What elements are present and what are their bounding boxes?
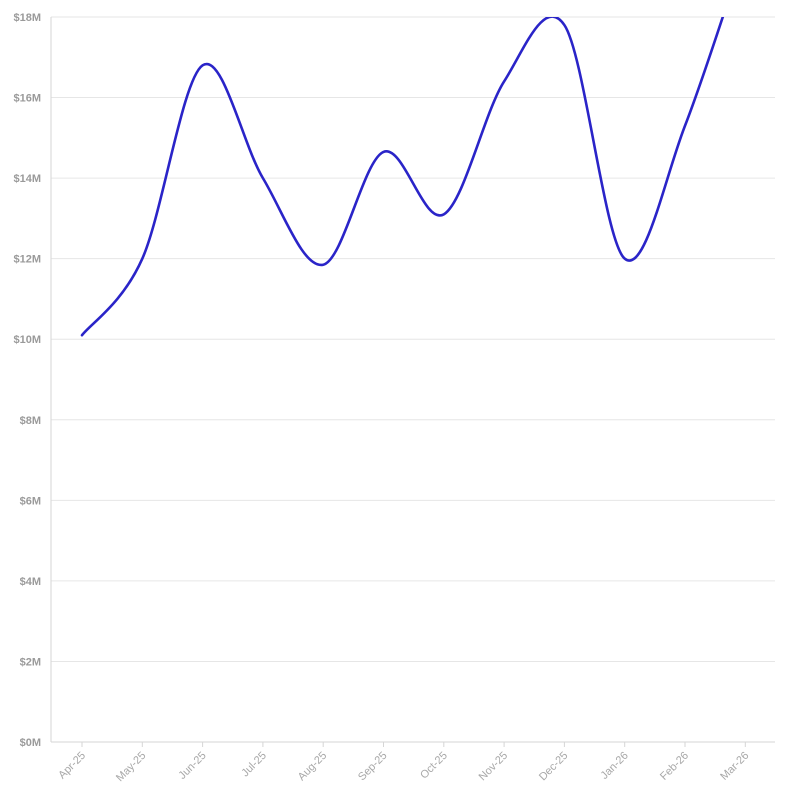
x-tick-label: Apr-25	[56, 750, 88, 782]
x-axis-tick-labels: Apr-25 May-25 Jun-25 Jul-25 Aug-25 Sep-25 Oct-…	[56, 742, 751, 784]
y-axis-tick-labels: $0M $2M $4M $6M $8M $10M $12M $14M $16M $18M	[13, 12, 41, 749]
x-tick-label: Sep-25	[356, 750, 390, 784]
x-tick-label: Feb-26	[658, 750, 691, 783]
x-tick-label: Oct-25	[418, 750, 450, 782]
series-line	[80, 17, 725, 337]
x-tick-label: Nov-25	[477, 750, 511, 784]
y-tick-label: $6M	[20, 495, 41, 507]
y-tick-label: $12M	[13, 254, 41, 266]
x-tick-label: Mar-26	[718, 750, 751, 783]
x-tick-label: Aug-25	[296, 750, 330, 784]
x-tick-label: Jun-25	[176, 750, 208, 782]
y-tick-label: $14M	[13, 173, 41, 185]
series-group	[80, 17, 725, 337]
x-tick-label: Dec-25	[537, 750, 571, 784]
y-tick-label: $10M	[13, 334, 41, 346]
x-tick-label: Jan-26	[599, 750, 631, 782]
y-tick-label: $0M	[20, 737, 41, 749]
y-tick-label: $8M	[20, 415, 41, 427]
x-tick-label: Jul-25	[239, 750, 269, 780]
y-tick-label: $2M	[20, 656, 41, 668]
x-tick-label: May-25	[114, 750, 148, 784]
gridlines	[51, 16, 775, 662]
y-tick-label: $16M	[13, 93, 41, 105]
y-tick-label: $4M	[20, 576, 41, 588]
y-tick-label: $18M	[13, 12, 41, 24]
